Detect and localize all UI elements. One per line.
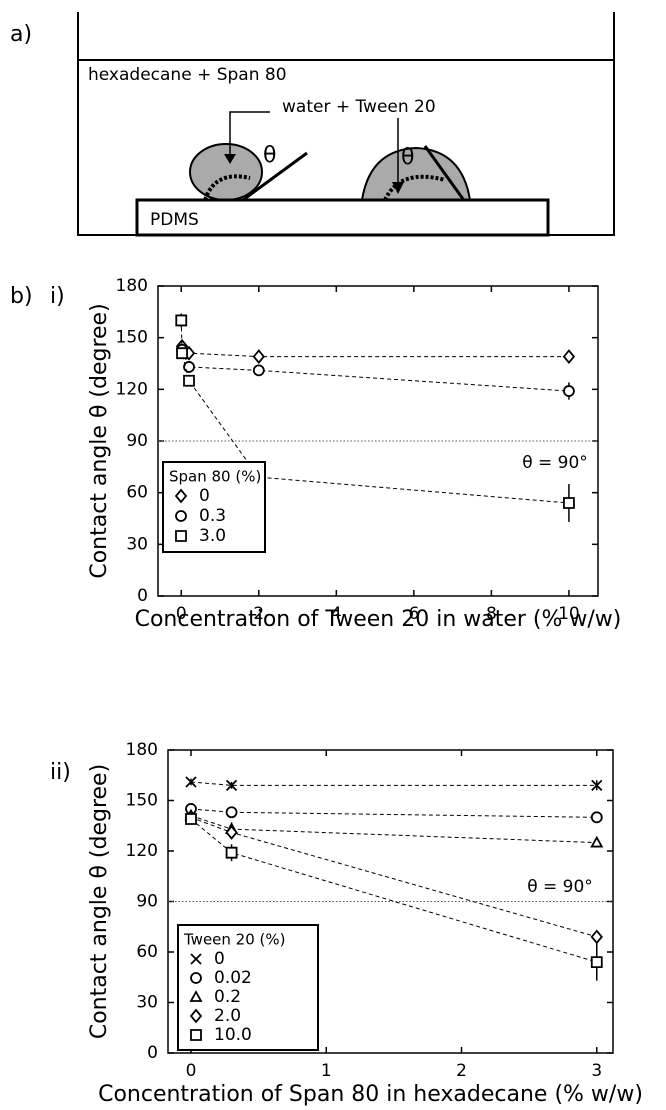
- substrate: [135, 198, 550, 237]
- tangent: [242, 151, 308, 202]
- marker: [590, 835, 604, 848]
- marker: [183, 374, 195, 387]
- annotation: θ = 90°: [527, 877, 593, 897]
- marker: [563, 385, 575, 397]
- x-axis-label: Concentration of Tween 20 in water (% w/…: [135, 607, 622, 632]
- x-tick-label: 0: [176, 604, 187, 624]
- marker: [183, 361, 195, 373]
- legend-marker: [189, 990, 203, 1002]
- theta: θ: [263, 143, 276, 168]
- panel-label: a): [10, 22, 32, 47]
- marker: [590, 811, 603, 824]
- legend-label: 0: [199, 486, 210, 506]
- marker: [563, 497, 575, 509]
- panel-label: ii): [50, 760, 71, 785]
- x-tick-label: 4: [331, 604, 342, 624]
- x-tick-label: 6: [408, 604, 419, 624]
- legend-label: 10.0: [214, 1025, 252, 1045]
- substrate-label: PDMS: [150, 210, 199, 230]
- legend-box: [177, 924, 319, 1051]
- legend-marker: [175, 530, 187, 542]
- x-tick-label: 3: [591, 1061, 602, 1081]
- legend-label: 0: [214, 949, 225, 969]
- legend-label: 0.02: [214, 968, 252, 988]
- marker: [562, 349, 576, 365]
- fit-line: [190, 808, 597, 818]
- legend-marker: [190, 1029, 202, 1041]
- marker: [185, 813, 197, 825]
- marker: [590, 956, 603, 968]
- marker: [252, 364, 265, 377]
- legend-label: 0.2: [214, 987, 241, 1007]
- y-axis-label: Contact angle θ (degree): [87, 303, 112, 578]
- marker: [252, 349, 265, 365]
- y-tick-label: 0: [137, 586, 148, 606]
- x-tick-label: 0: [186, 1061, 197, 1081]
- oil-label: hexadecane + Span 80: [88, 65, 287, 85]
- y-tick-label: 90: [126, 431, 148, 451]
- y-axis-label: Contact angle θ (degree): [87, 764, 112, 1039]
- x-tick-label: 8: [486, 604, 497, 624]
- arrow: [229, 111, 270, 160]
- fit-line: [181, 345, 569, 358]
- y-tick-label: 30: [136, 993, 158, 1013]
- fit-line: [180, 320, 569, 504]
- panel-label: i): [50, 284, 65, 309]
- legend-marker: [175, 510, 187, 522]
- marker: [175, 314, 188, 327]
- y-tick-label: 0: [147, 1043, 158, 1063]
- y-tick-label: 120: [116, 379, 148, 399]
- y-tick-label: 150: [116, 328, 148, 348]
- legend-label: 3.0: [199, 526, 226, 546]
- x-tick-label: 1: [321, 1061, 332, 1081]
- drop-label: water + Tween 20: [282, 97, 436, 117]
- y-tick-label: 60: [126, 483, 148, 503]
- y-tick-label: 60: [136, 942, 158, 962]
- legend-marker: [190, 972, 202, 984]
- theta: θ: [401, 145, 414, 170]
- x-axis-label: Concentration of Span 80 in hexadecane (…: [98, 1082, 643, 1107]
- y-tick-label: 90: [136, 892, 158, 912]
- legend-title: Tween 20 (%): [183, 931, 286, 949]
- annotation: θ = 90°: [522, 453, 588, 473]
- marker: [185, 776, 197, 788]
- contact-arc: [203, 174, 251, 201]
- legend-label: 0.3: [199, 506, 226, 526]
- x-tick-label: 2: [456, 1061, 467, 1081]
- diagram: a) hexadecane + Span 80 θ θ water + Twee…: [10, 12, 615, 237]
- y-tick-label: 180: [116, 276, 148, 296]
- legend-marker: [189, 1008, 203, 1024]
- marker: [225, 806, 238, 819]
- x-tick-label: 2: [253, 604, 264, 624]
- arrowhead: [224, 154, 236, 164]
- fit-line: [190, 781, 597, 786]
- arrowhead: [392, 182, 404, 194]
- fit-line: [181, 349, 569, 392]
- marker: [225, 825, 238, 840]
- marker: [225, 846, 238, 859]
- marker: [225, 779, 238, 791]
- x-tick-label: 10: [558, 604, 580, 624]
- y-tick-label: 120: [126, 841, 158, 861]
- legend-marker: [190, 953, 202, 965]
- y-tick-label: 180: [126, 740, 158, 760]
- marker: [590, 929, 603, 945]
- droplet: [189, 143, 263, 201]
- legend-title: Span 80 (%): [169, 468, 261, 486]
- marker: [591, 779, 603, 791]
- panel-label: b): [10, 284, 33, 309]
- droplet: [360, 146, 472, 201]
- legend-marker: [174, 488, 188, 504]
- tangent: [423, 145, 465, 200]
- marker: [176, 347, 188, 360]
- contact-arc: [383, 174, 446, 201]
- y-tick-label: 30: [126, 534, 148, 554]
- y-tick-label: 150: [126, 791, 158, 811]
- legend-label: 2.0: [214, 1006, 241, 1026]
